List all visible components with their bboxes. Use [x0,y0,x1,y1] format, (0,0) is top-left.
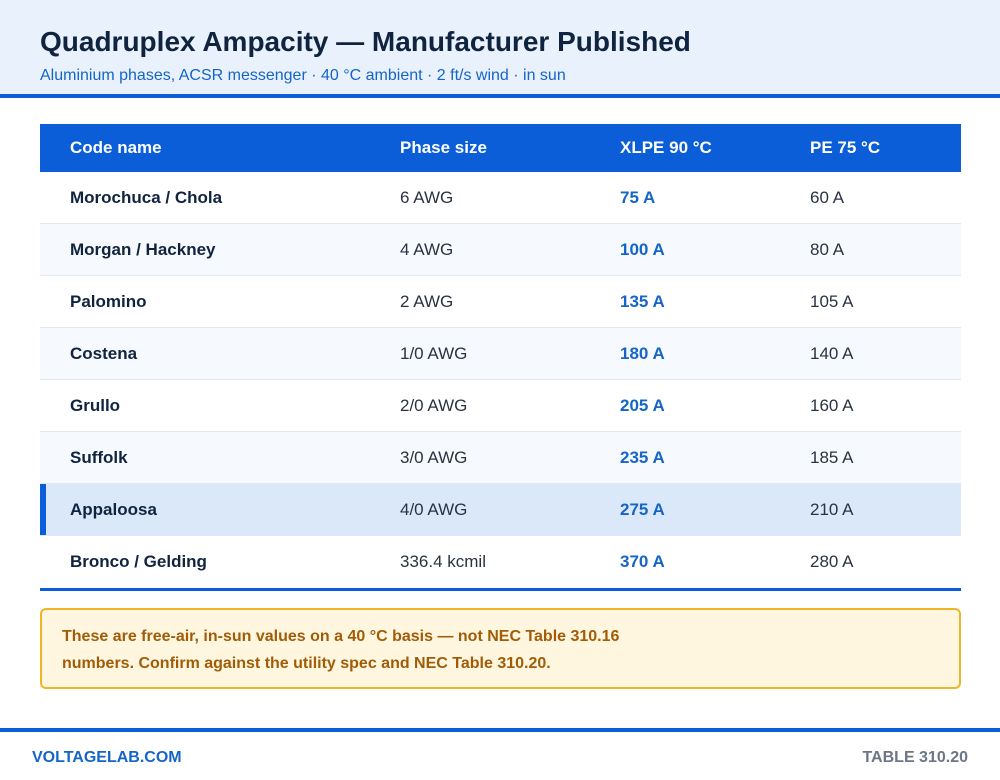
pe-ampacity-cell: 105 A [810,292,854,311]
column-header-code-name: Code name [70,138,162,157]
phase-size-cell: 4/0 AWG [400,500,468,519]
table-header-row: Code name Phase size XLPE 90 °C PE 75 °C [40,124,961,172]
xlpe-ampacity-cell: 75 A [620,188,656,207]
pe-ampacity-cell: 160 A [810,396,854,415]
warning-note-text: These are free-air, in-sun values on a 4… [62,628,620,672]
code-name-cell: Morochuca / Chola [70,188,223,207]
warning-note: These are free-air, in-sun values on a 4… [40,608,961,689]
code-name-cell: Bronco / Gelding [70,552,207,571]
footer-brand: VOLTAGELAB.COM [32,749,182,766]
table-row: Morgan / Hackney 4 AWG 100 A 80 A [40,224,961,276]
code-name-cell: Grullo [70,396,121,415]
code-name-cell: Suffolk [70,448,128,467]
pe-ampacity-cell: 80 A [810,240,845,259]
table-row: Costena 1/0 AWG 180 A 140 A [40,328,961,380]
code-name-cell: Palomino [70,292,147,311]
ampacity-table: Code name Phase size XLPE 90 °C PE 75 °C… [40,124,961,591]
code-name-cell: Appaloosa [70,500,157,519]
pe-ampacity-cell: 210 A [810,500,854,519]
phase-size-cell: 336.4 kcmil [400,552,486,571]
phase-size-cell: 2 AWG [400,292,454,311]
xlpe-ampacity-cell: 275 A [620,500,665,519]
xlpe-ampacity-cell: 370 A [620,552,665,571]
pe-ampacity-cell: 185 A [810,448,854,467]
column-header-phase-size: Phase size [400,138,487,157]
table-row: Bronco / Gelding 336.4 kcmil 370 A 280 A [40,536,961,588]
xlpe-ampacity-cell: 235 A [620,448,665,467]
pe-ampacity-cell: 280 A [810,552,854,571]
column-header-xlpe: XLPE 90 °C [620,138,712,157]
phase-size-cell: 2/0 AWG [400,396,468,415]
xlpe-ampacity-cell: 135 A [620,292,665,311]
footer: VOLTAGELAB.COM TABLE 310.20 [0,728,1000,780]
table-row: Palomino 2 AWG 135 A 105 A [40,276,961,328]
phase-size-cell: 6 AWG [400,188,454,207]
column-header-pe: PE 75 °C [810,138,881,157]
phase-size-cell: 3/0 AWG [400,448,468,467]
code-name-cell: Morgan / Hackney [70,240,216,259]
phase-size-cell: 4 AWG [400,240,454,259]
table-row: Suffolk 3/0 AWG 235 A 185 A [40,432,961,484]
xlpe-ampacity-cell: 100 A [620,240,665,259]
pe-ampacity-cell: 140 A [810,344,854,363]
header: Quadruplex Ampacity — Manufacturer Publi… [0,0,1000,98]
page-title: Quadruplex Ampacity — Manufacturer Publi… [40,26,691,57]
page-subtitle: Aluminium phases, ACSR messenger · 40 °C… [40,67,566,84]
xlpe-ampacity-cell: 180 A [620,344,665,363]
footer-table-reference: TABLE 310.20 [862,749,968,766]
pe-ampacity-cell: 60 A [810,188,845,207]
table-row: Morochuca / Chola 6 AWG 75 A 60 A [40,172,961,224]
xlpe-ampacity-cell: 205 A [620,396,665,415]
table-row: Grullo 2/0 AWG 205 A 160 A [40,380,961,432]
code-name-cell: Costena [70,344,138,363]
phase-size-cell: 1/0 AWG [400,344,468,363]
table-row-highlighted: Appaloosa 4/0 AWG 275 A 210 A [40,484,961,536]
